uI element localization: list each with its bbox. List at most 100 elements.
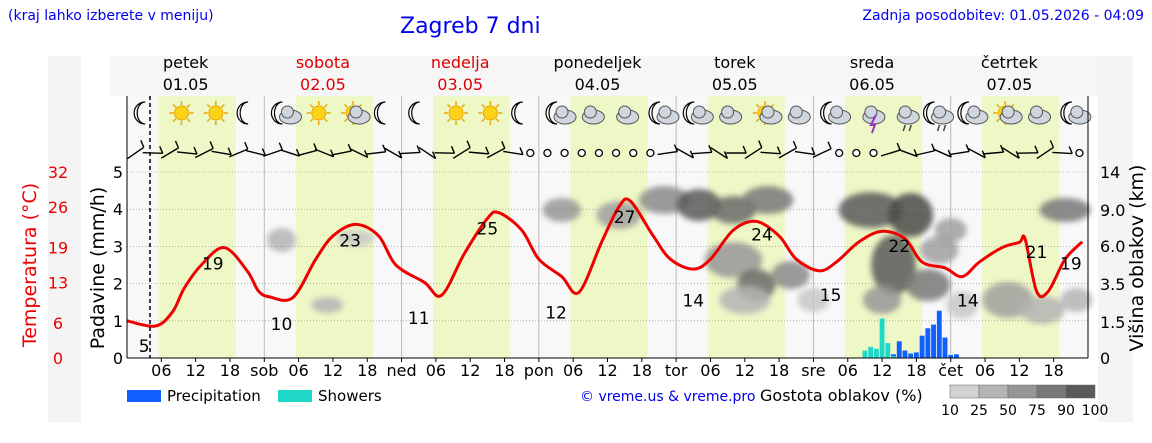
wind-barb	[898, 148, 918, 158]
wind-calm-marker	[646, 148, 655, 158]
showers-bar	[868, 346, 874, 358]
x-tick-label: ned	[387, 361, 417, 380]
wind-calm-marker	[629, 148, 638, 158]
temperature-label: 22	[888, 237, 910, 257]
moon-shape	[648, 101, 661, 125]
cloud-height-tick-label: 3.5	[1100, 275, 1125, 294]
wind-barb-tick	[673, 144, 679, 152]
cloud-density-patch	[742, 186, 794, 214]
cloud-density-tick: 25	[970, 403, 988, 419]
sun-ray	[186, 118, 191, 123]
sun-ray	[344, 103, 348, 108]
wind-barb	[126, 146, 145, 160]
wind-calm-marker	[1075, 148, 1084, 158]
wind-barb	[932, 148, 952, 158]
cloud-density-patch	[946, 291, 979, 319]
precip-tick-label: 0	[113, 349, 123, 368]
wind-calm-marker	[560, 148, 569, 158]
cloud-density-patch	[704, 242, 763, 278]
cloud-puff	[1001, 105, 1015, 119]
wind-barb	[1001, 147, 1020, 159]
cloud-icon	[719, 105, 743, 125]
sun-ray	[461, 103, 466, 108]
sun-ray	[481, 103, 486, 108]
wind-barb-tick	[742, 145, 747, 154]
day-date: 03.05	[437, 75, 483, 94]
rain-drop	[902, 124, 906, 132]
x-tick-label: čet	[938, 361, 963, 380]
day-name: sreda	[850, 53, 894, 72]
wind-barb	[657, 150, 678, 156]
temperature-label: 25	[477, 220, 499, 240]
day-date: 02.05	[300, 75, 346, 94]
wind-barb-tick	[261, 148, 267, 156]
wind-barb-tick	[723, 151, 729, 159]
temperature-label: 14	[957, 292, 979, 312]
x-tick-label: tor	[665, 361, 688, 380]
wind-barb-tick	[758, 140, 763, 148]
cloud-puff	[280, 105, 294, 119]
cloud-density-patch	[888, 193, 934, 237]
sun-ray	[186, 103, 191, 108]
last-updated: Zadnja posodobitev: 01.05.2026 - 04:09	[862, 8, 1144, 24]
cloud-height-axis-label: Višina oblakov (km)	[1126, 165, 1148, 352]
wind-calm-marker	[543, 148, 552, 158]
wind-barb	[280, 149, 300, 157]
wind-barb-tick	[1049, 140, 1055, 148]
sun-ray	[206, 103, 211, 108]
cloud-icon	[1028, 105, 1052, 125]
moon-icon	[511, 101, 523, 125]
cloud-puff	[658, 105, 672, 119]
daylight-band	[295, 96, 373, 358]
wind-barb-tick	[708, 145, 713, 153]
sun-ray	[172, 118, 177, 123]
wind-barb-tick	[999, 144, 1005, 153]
day-date: 04.05	[575, 75, 621, 94]
cloud-puff	[721, 105, 735, 119]
temp-tick-label: 6	[53, 314, 63, 333]
cloud-puff	[864, 105, 878, 119]
day-date: 01.05	[163, 75, 209, 94]
wind-barb-tick	[159, 146, 164, 154]
x-tick-label: 18	[906, 361, 926, 380]
cloud-density-swatch	[949, 384, 980, 399]
wind-barb	[452, 147, 471, 159]
wind-calm-marker	[594, 148, 604, 158]
cloud-density-patch	[862, 286, 902, 314]
wind-barb-tick	[519, 147, 524, 155]
wind-barb	[418, 146, 436, 160]
cloud-density-patch	[311, 297, 344, 313]
wind-barb	[468, 151, 489, 155]
wind-barb	[245, 149, 266, 157]
moon-cloud-icon	[957, 101, 989, 125]
wind-barb-tick	[450, 145, 456, 154]
wind-barb-tick	[965, 144, 970, 152]
sun-ray	[220, 118, 225, 123]
wind-barb-tick	[398, 150, 403, 159]
credit-text: © vreme.us & vreme.pro	[580, 389, 755, 405]
sun-ray	[461, 118, 466, 123]
cloud-puff	[349, 105, 363, 119]
x-tick-label: 18	[1043, 361, 1063, 380]
wind-barb-tick	[501, 141, 506, 149]
sun-ray	[220, 103, 225, 108]
cloud-density-patch	[797, 288, 830, 312]
wind-barb-tick	[329, 149, 335, 158]
wind-calm-marker	[852, 148, 861, 158]
cloud-height-tick-label: 9.0	[1100, 201, 1125, 220]
wind-barb	[211, 150, 232, 156]
wind-barb	[967, 147, 986, 159]
rain-drop	[936, 124, 941, 132]
x-tick-label: sob	[250, 361, 278, 380]
wind-barb-tick	[1034, 145, 1039, 154]
moon-shape	[511, 101, 523, 125]
wind-barb	[880, 149, 901, 157]
temperature-label: 12	[545, 303, 567, 323]
wind-barb	[949, 150, 970, 156]
moon-shape	[408, 101, 420, 125]
temperature-label: 23	[339, 231, 361, 251]
x-tick-label: 12	[323, 361, 343, 380]
cloud-density-patch	[676, 189, 722, 221]
sun-ray	[755, 103, 760, 108]
cloud-puff	[1030, 105, 1044, 119]
